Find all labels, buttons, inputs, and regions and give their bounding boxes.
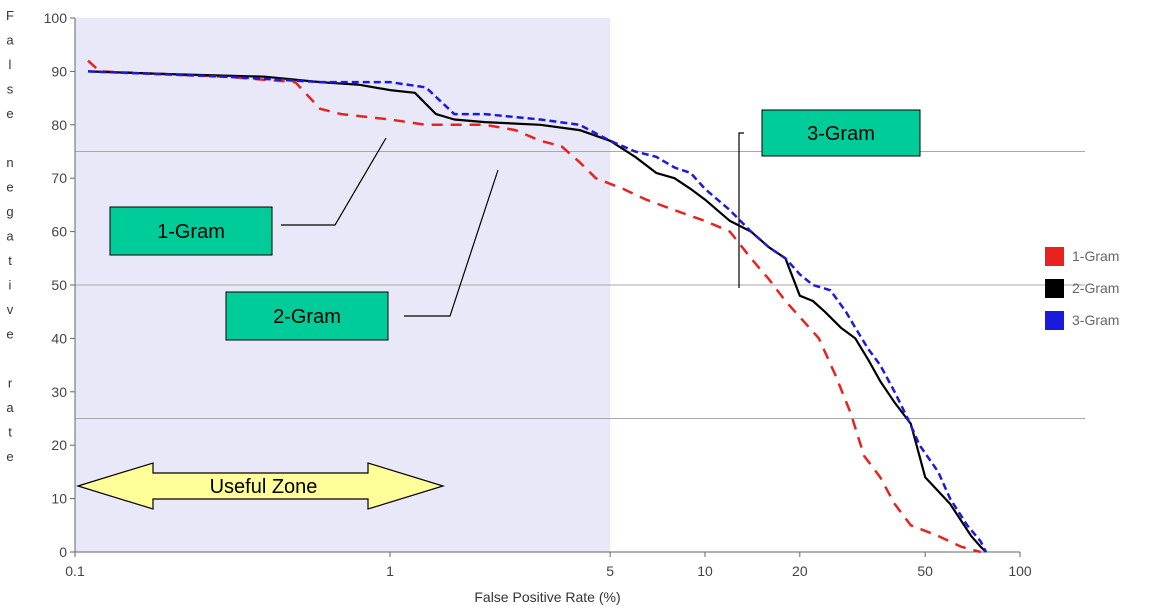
y-tick-label: 0 [59, 544, 67, 560]
x-tick-label: 100 [1008, 563, 1032, 579]
useful-zone-arrow: Useful Zone [75, 462, 446, 510]
y-tick-label: 80 [51, 117, 67, 133]
callout-leader-line [738, 132, 744, 288]
series-line-1-gram [87, 59, 981, 554]
y-tick-label: 10 [51, 491, 67, 507]
y-tick-labels: 0 10 20 30 40 50 60 70 80 90 100 [44, 10, 68, 560]
series-lines [87, 59, 988, 554]
x-tick-label: 0.1 [65, 563, 85, 579]
axes [70, 17, 1021, 557]
callout-label: 2-Gram [273, 306, 341, 328]
series-line-3-gram [87, 70, 988, 553]
useful-zone-arrow-shape [75, 462, 446, 510]
y-tick-label: 70 [51, 170, 67, 186]
x-axis-label: False Positive Rate (%) [474, 589, 620, 605]
x-tick-labels: 0.1 1 5 10 20 50 100 [65, 563, 1032, 579]
x-tick-label: 20 [792, 563, 808, 579]
series-line-2-gram [87, 70, 987, 553]
y-tick-label: 100 [44, 10, 68, 26]
x-tick-label: 1 [386, 563, 394, 579]
legend: 1-Gram 2-Gram 3-Gram [1045, 247, 1119, 330]
legend-swatch [1045, 279, 1064, 298]
callouts: 1-Gram 2-Gram 3-Gram [109, 109, 921, 341]
callout-box [761, 109, 921, 157]
callout-leader-line [404, 169, 499, 317]
useful-zone-label: Useful Zone [210, 476, 318, 498]
callout-box [109, 206, 273, 256]
callout-box [225, 291, 389, 341]
y-tick-label: 90 [51, 63, 67, 79]
y-tick-label: 40 [51, 330, 67, 346]
legend-label: 1-Gram [1072, 248, 1119, 264]
legend-label: 3-Gram [1072, 312, 1119, 328]
callout-label: 1-Gram [157, 221, 225, 243]
x-tick-label: 5 [606, 563, 614, 579]
legend-swatch [1045, 247, 1064, 266]
y-tick-label: 60 [51, 224, 67, 240]
callout-leader-line [281, 137, 387, 226]
y-tick-label: 20 [51, 437, 67, 453]
x-tick-label: 10 [697, 563, 713, 579]
legend-swatch [1045, 311, 1064, 330]
legend-label: 2-Gram [1072, 280, 1119, 296]
x-tick-label: 50 [917, 563, 933, 579]
callout-label: 3-Gram [807, 123, 875, 145]
y-tick-label: 50 [51, 277, 67, 293]
y-tick-label: 30 [51, 384, 67, 400]
